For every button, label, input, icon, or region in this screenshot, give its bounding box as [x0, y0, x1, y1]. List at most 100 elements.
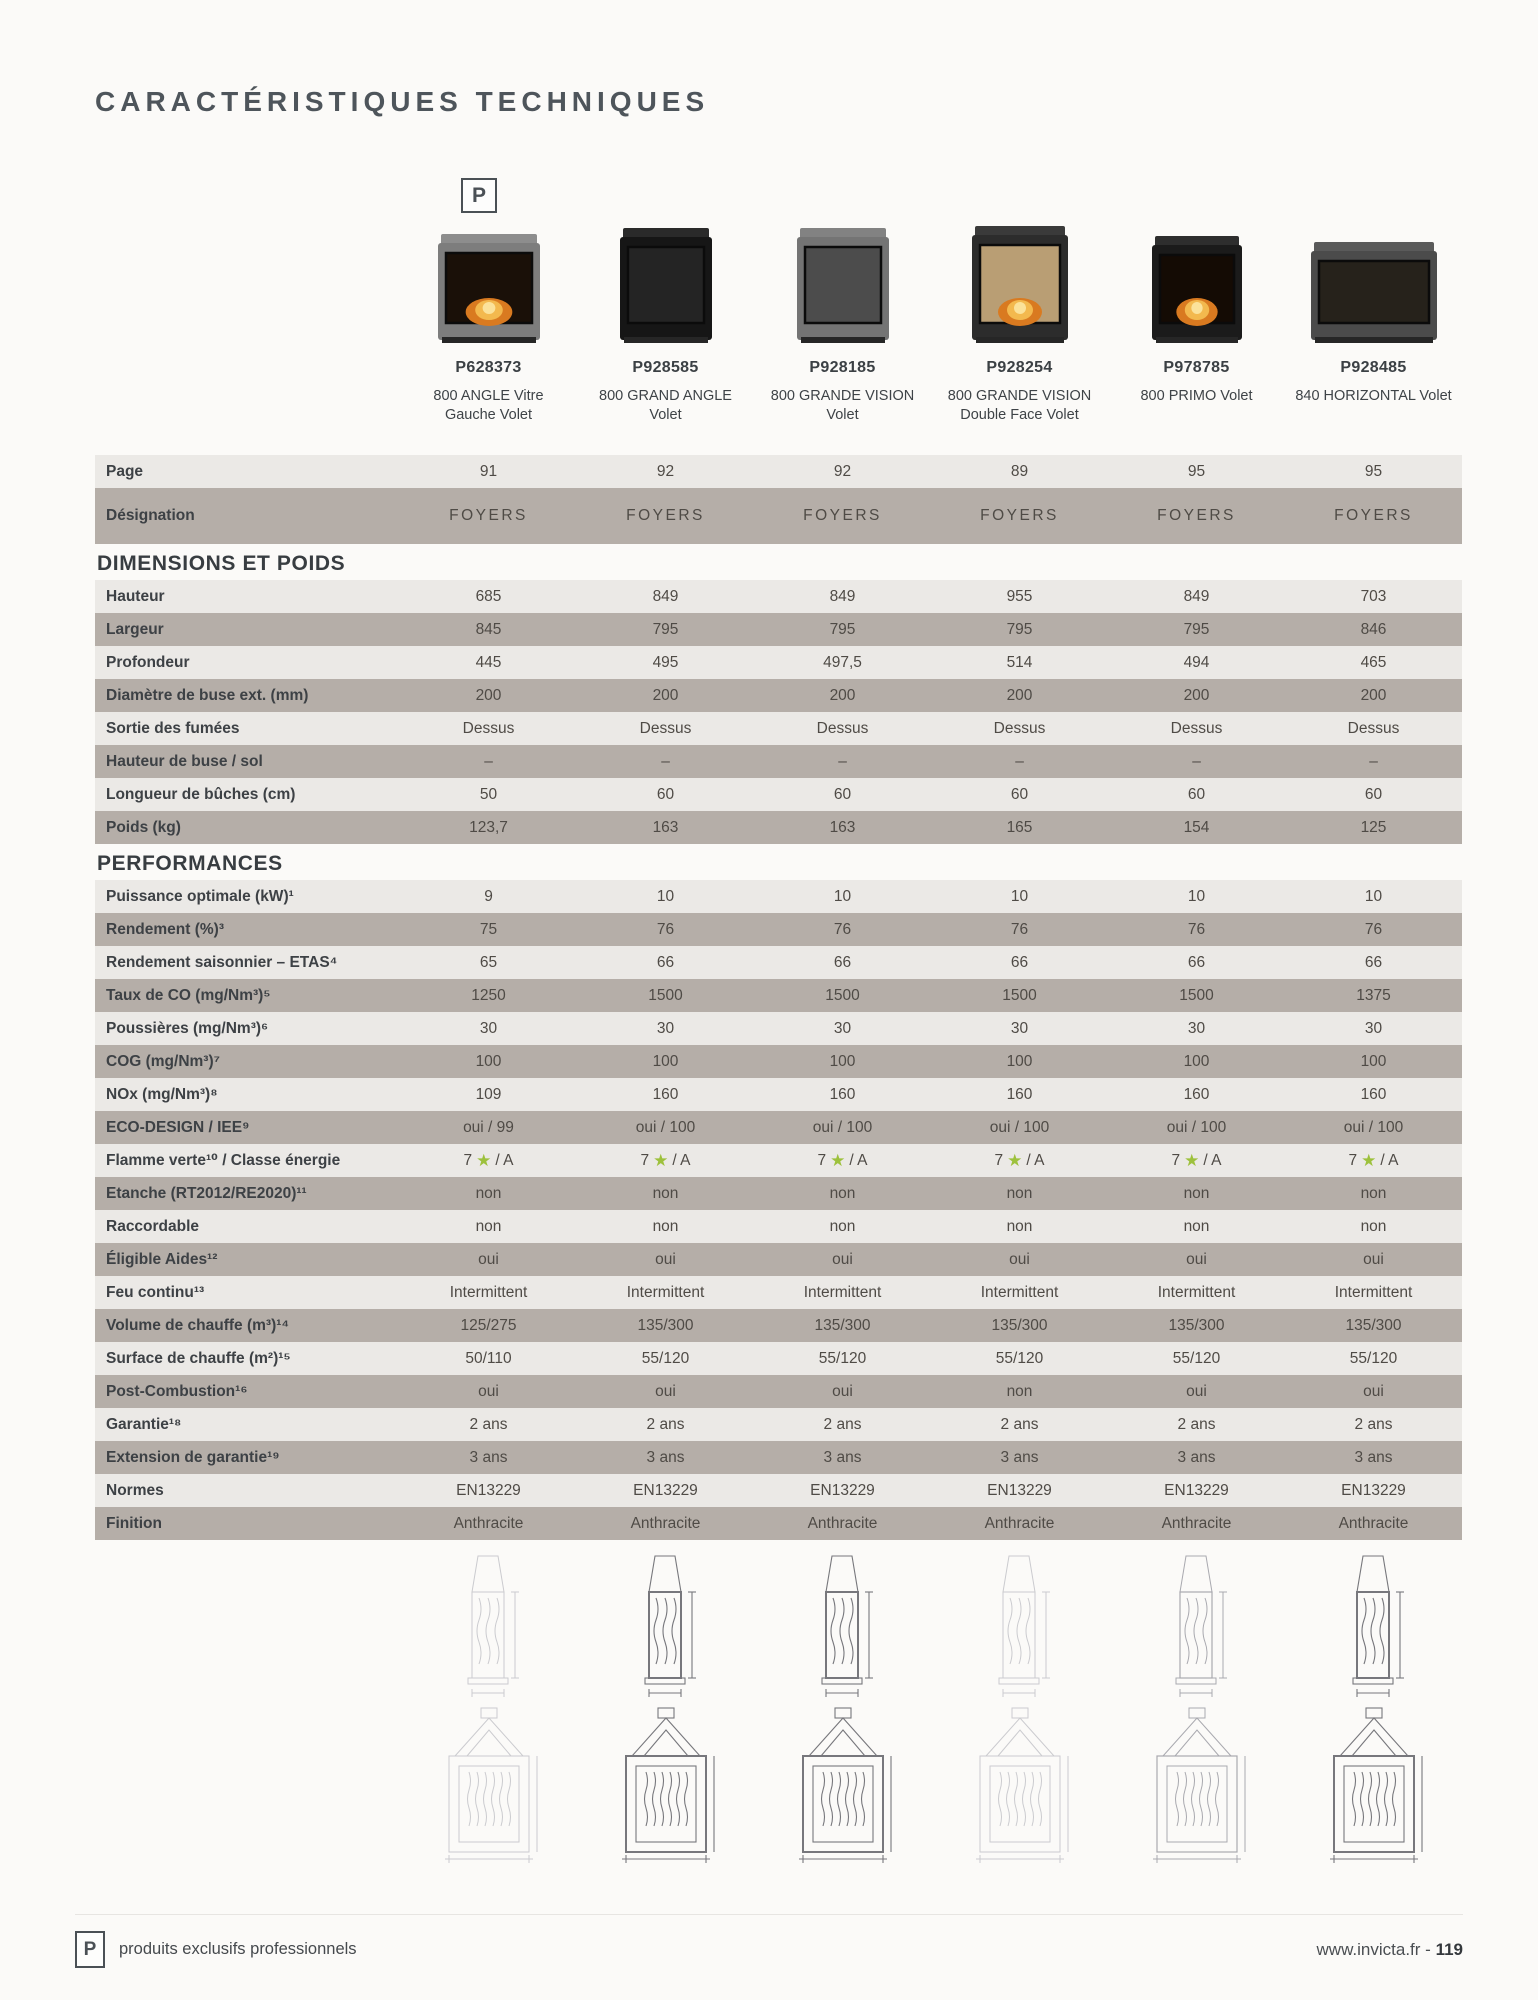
- table-row: Normes EN13229 EN13229 EN13229 EN13229 EN1322…: [95, 1474, 1462, 1507]
- row-value-cell: 30: [1010, 1019, 1029, 1037]
- star-rating-count: 7: [817, 1151, 827, 1169]
- table-row: Flamme verte¹⁰ / Classe énergie 7 ★ / A 7 ★ / …: [95, 1144, 1462, 1177]
- row-value-cell: non: [475, 1184, 502, 1202]
- row-value-cell: 795: [829, 620, 856, 638]
- row-value-cell: 200: [1360, 686, 1387, 704]
- energy-class-value: / A: [672, 1151, 691, 1169]
- row-value-cell: oui / 100: [1343, 1118, 1404, 1136]
- row-value-cell: 1500: [1179, 986, 1214, 1004]
- row-value-cell: 66: [1364, 953, 1383, 971]
- row-value-cell: 109: [475, 1085, 502, 1103]
- diagram-cell: [577, 1704, 754, 1872]
- row-value-cell: non: [829, 1217, 856, 1235]
- row-value-cell: Intermittent: [1334, 1283, 1413, 1301]
- row-value-cell: 95: [1187, 462, 1206, 480]
- product-column: P628373 800 ANGLE Vitre Gauche Volet: [400, 206, 577, 425]
- diagram-cell: [1285, 1552, 1462, 1700]
- row-label: Raccordable: [106, 1217, 200, 1235]
- green-star-icon: ★: [1184, 1150, 1200, 1170]
- row-value-cell: 135/300: [637, 1316, 694, 1334]
- row-value-cell: 3 ans: [646, 1448, 685, 1466]
- row-value-cell: 1250: [471, 986, 506, 1004]
- diagram-cell: [1285, 1704, 1462, 1872]
- row-value-cell: oui / 100: [635, 1118, 696, 1136]
- fireplace-photo-graphic: [437, 234, 540, 343]
- row-value-cell: Anthracite: [630, 1514, 701, 1532]
- row-value-cell: 7 ★ / A: [754, 1151, 931, 1171]
- row-value-cell: 30: [656, 1019, 675, 1037]
- row-value-cell: oui: [1363, 1250, 1384, 1268]
- diagram-front-view: [975, 1707, 1068, 1863]
- row-label: Feu continu¹³: [106, 1283, 205, 1301]
- product-photo: [436, 206, 542, 346]
- diagram-cell: [1108, 1552, 1285, 1700]
- table-row: Post-Combustion¹⁶ oui oui oui non oui oui: [95, 1375, 1462, 1408]
- table-row: Poussières (mg/Nm³)⁶ 30 30 30 30 30 30: [95, 1012, 1462, 1045]
- row-label: Puissance optimale (kW)¹: [106, 887, 294, 905]
- table-row: Profondeur 445 495 497,5 514 494 465: [95, 646, 1462, 679]
- row-value-cell: 7 ★ / A: [1285, 1151, 1462, 1171]
- row-value-cell: 60: [1010, 785, 1029, 803]
- star-rating-count: 7: [994, 1151, 1004, 1169]
- row-value-cell: 7 ★ / A: [931, 1151, 1108, 1171]
- product-name: 840 HORIZONTAL Volet: [1295, 388, 1452, 404]
- row-value-cell: 100: [1006, 1052, 1033, 1070]
- row-value-cell: 2 ans: [1177, 1415, 1216, 1433]
- row-value-cell: oui / 100: [989, 1118, 1050, 1136]
- row-value-cell: 10: [833, 887, 852, 905]
- row-value-cell: Intermittent: [449, 1283, 528, 1301]
- row-value-cell: oui: [832, 1382, 853, 1400]
- table-row: Volume de chauffe (m³)¹⁴ 125/275 135/300 13…: [95, 1309, 1462, 1342]
- table-row: Feu continu¹³ Intermittent Intermittent Int…: [95, 1276, 1462, 1309]
- row-value-cell: 154: [1183, 818, 1210, 836]
- row-value-cell: 2 ans: [823, 1415, 862, 1433]
- row-value-cell: 30: [479, 1019, 498, 1037]
- row-value-cell: 10: [1364, 887, 1383, 905]
- row-value-cell: 3 ans: [1177, 1448, 1216, 1466]
- row-value-cell: EN13229: [456, 1481, 521, 1499]
- row-value-cell: oui: [655, 1382, 676, 1400]
- row-value-cell: 955: [1006, 587, 1033, 605]
- pro-badge-letter: P: [83, 1938, 97, 1960]
- row-label: Normes: [106, 1481, 164, 1499]
- row-label: Éligible Aides¹²: [106, 1250, 218, 1268]
- product-column: P928585 800 GRAND ANGLE Volet: [577, 206, 754, 425]
- product-name: 800 PRIMO Volet: [1140, 388, 1253, 404]
- row-value-cell: 76: [1187, 920, 1206, 938]
- row-value-cell: 163: [829, 818, 856, 836]
- row-value-cell: 100: [475, 1052, 502, 1070]
- row-value-cell: 135/300: [1168, 1316, 1225, 1334]
- row-value-cell: 497,5: [823, 653, 862, 671]
- row-value-cell: 703: [1360, 587, 1387, 605]
- dimension-diagrams-side-view: [400, 1552, 1462, 1700]
- diagram-cell: [400, 1704, 577, 1872]
- row-value-cell: 3 ans: [1354, 1448, 1393, 1466]
- table-row: Éligible Aides¹² oui oui oui oui oui oui: [95, 1243, 1462, 1276]
- row-value-cell: 795: [1006, 620, 1033, 638]
- row-value-cell: 55/120: [641, 1349, 690, 1367]
- row-value-cell: 55/120: [1349, 1349, 1398, 1367]
- row-label: Diamètre de buse ext. (mm): [106, 686, 309, 704]
- fireplace-photo-graphic: [1151, 236, 1242, 343]
- page-title: CARACTÉRISTIQUES TECHNIQUES: [95, 86, 710, 117]
- row-value-cell: 849: [652, 587, 679, 605]
- row-value-cell: 60: [1364, 785, 1383, 803]
- product-name: 800 GRAND ANGLE Volet: [599, 388, 732, 423]
- row-value-cell: non: [475, 1217, 502, 1235]
- section-header: PERFORMANCES: [97, 852, 283, 875]
- row-label: Post-Combustion¹⁶: [106, 1382, 248, 1400]
- row-label: Profondeur: [106, 653, 190, 671]
- row-value-cell: 10: [1010, 887, 1029, 905]
- row-value-cell: 100: [652, 1052, 679, 1070]
- row-value-cell: 125/275: [460, 1316, 517, 1334]
- row-label: Page: [106, 462, 144, 480]
- row-value-cell: 125: [1360, 818, 1387, 836]
- row-value-cell: Dessus: [462, 719, 515, 737]
- dimension-diagrams-front-view: [400, 1704, 1462, 1872]
- row-value-cell: non: [1183, 1184, 1210, 1202]
- row-value-cell: 200: [829, 686, 856, 704]
- row-value-cell: 2 ans: [1354, 1415, 1393, 1433]
- energy-class-value: / A: [1026, 1151, 1045, 1169]
- row-value-cell: 685: [475, 587, 502, 605]
